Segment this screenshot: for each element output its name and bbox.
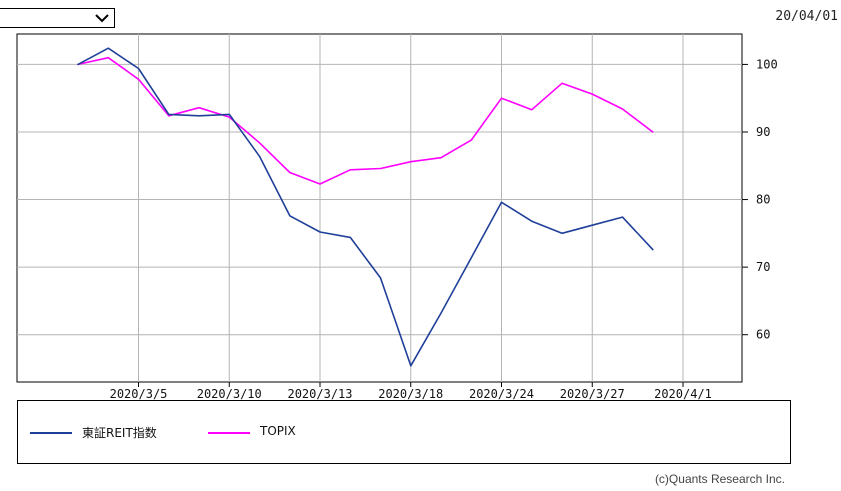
grid-lines bbox=[17, 34, 742, 382]
x-tick-label: 2020/3/10 bbox=[197, 387, 262, 400]
legend-label-reit: 東証REIT指数 bbox=[82, 426, 157, 440]
x-tick-label: 2020/3/27 bbox=[560, 387, 625, 400]
y-tick-label: 80 bbox=[756, 193, 770, 207]
series-line-reit bbox=[77, 47, 654, 367]
legend: 東証REIT指数 TOPIX bbox=[17, 400, 791, 464]
legend-swatch-topix bbox=[208, 432, 250, 434]
x-axis-ticks: 2020/3/5 2020/3/10 2020/3/13 2020/3/18 2020/… bbox=[110, 382, 712, 400]
chevron-down-icon bbox=[95, 14, 109, 23]
line-chart: 2020/3/5 2020/3/10 2020/3/13 2020/3/18 2020/… bbox=[16, 33, 778, 400]
x-tick-label: 2020/3/5 bbox=[110, 387, 168, 400]
y-tick-label: 100 bbox=[756, 57, 778, 71]
x-tick-label: 2020/3/13 bbox=[287, 387, 352, 400]
x-tick-label: 2020/3/18 bbox=[378, 387, 443, 400]
series-lines bbox=[77, 47, 654, 367]
period-select[interactable] bbox=[0, 8, 115, 28]
legend-label-topix: TOPIX bbox=[260, 424, 296, 438]
x-tick-label: 2020/4/1 bbox=[654, 387, 712, 400]
y-tick-label: 60 bbox=[756, 328, 770, 342]
y-tick-label: 70 bbox=[756, 260, 770, 274]
copyright-credit: (c)Quants Research Inc. bbox=[654, 472, 785, 486]
x-tick-label: 2020/3/24 bbox=[469, 387, 534, 400]
legend-swatch-reit bbox=[30, 432, 72, 434]
y-axis-ticks: 60 70 80 90 100 bbox=[742, 57, 778, 342]
plot-area bbox=[16, 33, 743, 383]
as-of-date: 20/04/01 bbox=[775, 9, 838, 24]
y-tick-label: 90 bbox=[756, 125, 770, 139]
